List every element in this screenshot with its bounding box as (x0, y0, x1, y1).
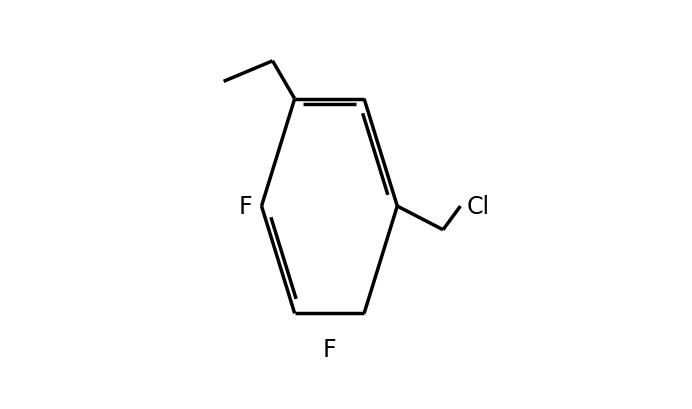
Text: F: F (322, 337, 336, 361)
Text: F: F (239, 195, 252, 218)
Text: Cl: Cl (466, 195, 490, 218)
